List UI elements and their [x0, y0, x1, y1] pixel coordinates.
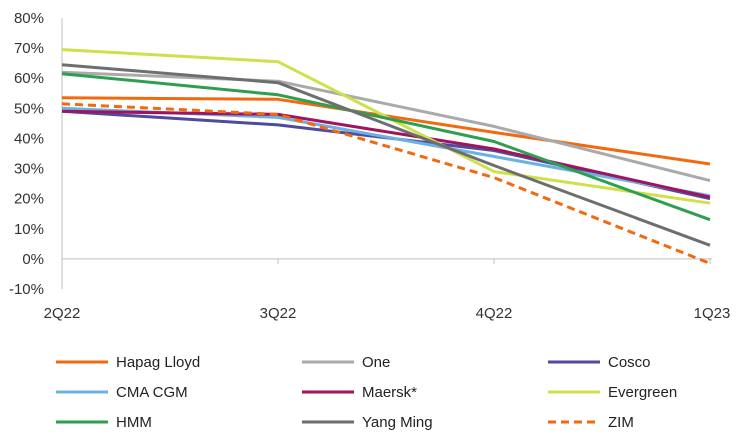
y-tick-label: 70%: [14, 40, 44, 57]
series-line-zim: [61, 102, 711, 265]
x-tick-label: 1Q23: [694, 305, 731, 322]
legend-item-zim: ZIM: [548, 414, 634, 431]
legend-item-evergreen: Evergreen: [548, 384, 677, 401]
y-tick-label: 50%: [14, 100, 44, 117]
legend-label: CMA CGM: [116, 384, 188, 401]
y-tick-label: 60%: [14, 70, 44, 87]
axis-layer: -10% 0% 10% 20% 30% 40% 50% 60% 70% 80% 2Q22 3Q22 4Q…: [9, 10, 730, 322]
series-line-yang-ming: [61, 63, 711, 247]
legend-label: Evergreen: [608, 384, 677, 401]
legend-item-maersk: Maersk*: [302, 384, 417, 401]
x-tick-label: 4Q22: [476, 305, 513, 322]
legend: Hapag Lloyd One Cosco CMA CGM Maersk* Evergre…: [56, 354, 677, 431]
legend-label: Yang Ming: [362, 414, 433, 431]
legend-label: Maersk*: [362, 384, 417, 401]
legend-label: ZIM: [608, 414, 634, 431]
legend-item-hapag-lloyd: Hapag Lloyd: [56, 354, 200, 371]
y-tick-label: 80%: [14, 10, 44, 27]
y-tick-label: 10%: [14, 221, 44, 238]
y-tick-label: 30%: [14, 161, 44, 178]
legend-label: HMM: [116, 414, 152, 431]
y-tick-label: 20%: [14, 191, 44, 208]
series-line-one: [61, 70, 711, 183]
y-tick-label: -10%: [9, 281, 44, 298]
legend-label: Cosco: [608, 354, 651, 371]
series-line-maersk: [61, 109, 711, 199]
legend-label: Hapag Lloyd: [116, 354, 200, 371]
legend-label: One: [362, 354, 390, 371]
series-line-hmm: [61, 72, 711, 222]
y-tick-label: 40%: [14, 130, 44, 147]
legend-item-yang-ming: Yang Ming: [302, 414, 433, 431]
x-tick-label: 3Q22: [260, 305, 297, 322]
legend-item-one: One: [302, 354, 390, 371]
series-layer: [61, 48, 711, 265]
y-tick-label: 0%: [22, 251, 44, 268]
legend-item-cma-cgm: CMA CGM: [56, 384, 188, 401]
x-tick-label: 2Q22: [44, 305, 81, 322]
series-line-cma-cgm: [61, 106, 711, 198]
legend-item-hmm: HMM: [56, 414, 152, 431]
legend-item-cosco: Cosco: [548, 354, 651, 371]
